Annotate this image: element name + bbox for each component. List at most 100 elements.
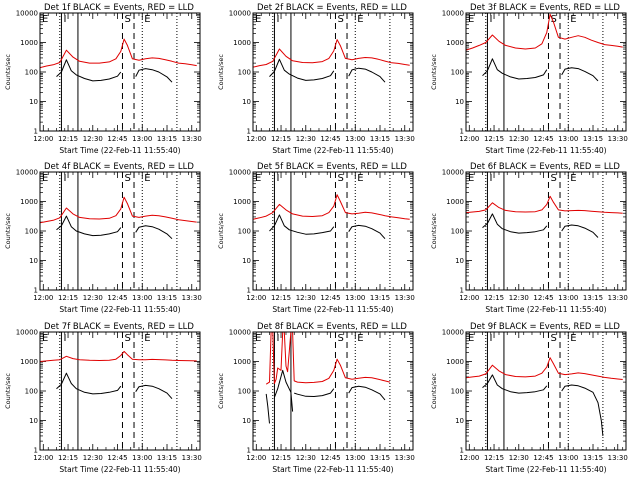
series-line-events	[561, 224, 599, 238]
panel-det-6: Det 6f BLACK = Events, RED = LLD Counts/s…	[430, 162, 628, 314]
series-line-lld	[466, 13, 623, 51]
interval-marker-label: S	[337, 333, 343, 344]
x-tick-label: 12:45	[107, 135, 127, 143]
y-axis-label: Counts/sec	[217, 373, 225, 409]
x-tick-label: 13:15	[583, 454, 603, 462]
plot-data	[253, 194, 410, 240]
x-tick-label: 12:00	[246, 135, 266, 143]
panel-title: Det 4f BLACK = Events, RED = LLD	[44, 162, 194, 172]
x-tick-label: 12:45	[320, 294, 340, 302]
x-tick-label: 13:00	[132, 454, 152, 462]
panel-title: Det 7f BLACK = Events, RED = LLD	[44, 322, 194, 332]
x-tick-label: 13:30	[182, 294, 202, 302]
y-tick-label: 10000	[16, 10, 38, 18]
x-tick-label: 12:30	[83, 454, 103, 462]
x-tick-label: 12:00	[33, 135, 53, 143]
y-tick-label: 1	[34, 447, 38, 455]
x-tick-label: 12:15	[271, 294, 291, 302]
y-tick-label: 1	[460, 287, 464, 295]
x-axis-label: Start Time (22-Feb-11 11:55:40)	[485, 465, 606, 474]
x-tick-label: 12:45	[533, 454, 553, 462]
x-tick-label: 12:45	[320, 135, 340, 143]
x-tick-label: 12:30	[509, 294, 529, 302]
series-line-events	[135, 384, 173, 400]
x-tick-label: 12:45	[107, 294, 127, 302]
interval-marker-label: S	[550, 173, 556, 184]
interval-marker-label: E	[570, 333, 576, 344]
interval-marker-label: I	[276, 14, 279, 25]
x-tick-label: 12:45	[320, 454, 340, 462]
y-tick-label: 10	[242, 257, 251, 265]
x-tick-label: 13:30	[395, 454, 415, 462]
interval-marker-label: I	[63, 333, 66, 344]
panel-det-5: Det 5f BLACK = Events, RED = LLD Counts/s…	[217, 162, 415, 314]
series-line-events	[561, 67, 599, 82]
interval-marker-label: I	[489, 333, 492, 344]
interval-marker-label: S	[337, 173, 343, 184]
panel-title: Det 8f BLACK = Events, RED = LLD	[257, 322, 407, 332]
x-tick-label: 12:15	[271, 135, 291, 143]
plot-frame	[39, 331, 201, 451]
y-tick-label: 1000	[233, 198, 251, 206]
plot-frame	[465, 12, 627, 132]
panel-det-8: Det 8f BLACK = Events, RED = LLD Counts/s…	[217, 322, 415, 474]
panel-det-4: Det 4f BLACK = Events, RED = LLD Counts/s…	[4, 162, 202, 314]
series-line-events	[56, 215, 122, 237]
y-tick-label: 1000	[446, 198, 464, 206]
y-tick-label: 10000	[442, 329, 464, 337]
interval-marker-label: I	[276, 333, 279, 344]
y-axis-label: Counts/sec	[430, 54, 438, 90]
y-tick-label: 100	[25, 228, 38, 236]
y-tick-label: 1	[460, 447, 464, 455]
plot-data	[40, 350, 197, 400]
y-tick-label: 1000	[446, 358, 464, 366]
series-line-lld	[253, 39, 410, 68]
y-tick-label: 10	[455, 257, 464, 265]
x-tick-label: 12:45	[533, 135, 553, 143]
x-tick-label: 13:15	[583, 294, 603, 302]
y-tick-label: 100	[451, 228, 464, 236]
x-tick-label: 13:30	[608, 294, 628, 302]
series-line-lld	[253, 194, 410, 220]
panel-det-7: Det 7f BLACK = Events, RED = LLD Counts/s…	[4, 322, 202, 474]
panel-title: Det 6f BLACK = Events, RED = LLD	[470, 162, 620, 172]
plot-data	[466, 357, 623, 436]
y-tick-label: 1	[247, 447, 251, 455]
y-tick-label: 1	[34, 287, 38, 295]
panel-det-3: Det 3f BLACK = Events, RED = LLD Counts/s…	[430, 3, 628, 155]
x-axis-label: Start Time (22-Feb-11 11:55:40)	[485, 146, 606, 155]
x-tick-label: 13:30	[608, 454, 628, 462]
series-line-lld	[466, 195, 623, 214]
y-tick-label: 100	[451, 69, 464, 77]
x-tick-label: 13:15	[157, 454, 177, 462]
interval-marker-label: E	[255, 333, 261, 344]
y-tick-label: 1000	[233, 358, 251, 366]
x-tick-label: 12:30	[509, 454, 529, 462]
x-axis-label: Start Time (22-Feb-11 11:55:40)	[272, 305, 393, 314]
plot-frame	[39, 12, 201, 132]
series-line-lld	[40, 350, 197, 362]
interval-marker-label: E	[468, 173, 474, 184]
x-axis-label: Start Time (22-Feb-11 11:55:40)	[485, 305, 606, 314]
panel-title: Det 1f BLACK = Events, RED = LLD	[44, 3, 194, 13]
interval-marker-label: E	[468, 14, 474, 25]
x-tick-label: 13:00	[558, 294, 578, 302]
y-tick-label: 10	[455, 417, 464, 425]
x-tick-label: 13:15	[157, 135, 177, 143]
y-tick-label: 100	[25, 388, 38, 396]
interval-marker-label: I	[276, 173, 279, 184]
series-line-events	[56, 372, 122, 395]
x-tick-label: 12:30	[83, 135, 103, 143]
interval-marker-label: E	[144, 14, 150, 25]
x-tick-label: 13:00	[345, 294, 365, 302]
series-line-events	[561, 384, 604, 436]
x-tick-label: 13:00	[558, 454, 578, 462]
x-tick-label: 13:30	[608, 135, 628, 143]
x-tick-label: 13:30	[182, 135, 202, 143]
y-axis-label: Counts/sec	[4, 213, 12, 249]
x-axis-label: Start Time (22-Feb-11 11:55:40)	[272, 465, 393, 474]
x-tick-label: 12:45	[107, 454, 127, 462]
x-axis-label: Start Time (22-Feb-11 11:55:40)	[272, 146, 393, 155]
x-tick-label: 13:00	[132, 294, 152, 302]
x-tick-label: 12:15	[484, 294, 504, 302]
